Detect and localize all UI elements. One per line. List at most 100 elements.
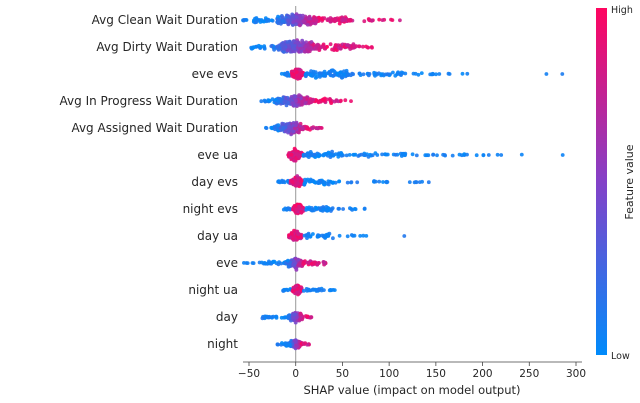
- shap-point: [324, 207, 329, 212]
- shap-point: [284, 71, 289, 76]
- shap-point: [356, 154, 361, 158]
- shap-point: [370, 153, 375, 158]
- shap-point: [305, 236, 309, 241]
- shap-point: [299, 71, 304, 76]
- shap-point: [362, 207, 367, 211]
- shap-point: [339, 98, 343, 103]
- shap-point: [259, 99, 264, 104]
- shap-point: [341, 207, 345, 211]
- shap-point: [312, 260, 317, 265]
- colorbar-title: Feature value: [623, 144, 636, 219]
- shap-point: [293, 43, 297, 48]
- shap-point: [284, 207, 289, 212]
- shap-point: [292, 263, 297, 267]
- shap-point: [322, 180, 327, 185]
- shap-point: [276, 18, 281, 22]
- shap-point: [283, 287, 288, 292]
- shap-point: [328, 42, 333, 47]
- shap-point: [303, 44, 308, 49]
- shap-point: [420, 179, 424, 184]
- shap-point: [391, 70, 395, 75]
- shap-point: [361, 44, 365, 49]
- shap-point: [290, 71, 294, 76]
- shap-point: [380, 152, 384, 157]
- shap-point: [257, 260, 262, 265]
- shap-point: [241, 18, 246, 23]
- shap-point: [297, 93, 301, 98]
- shap-point: [304, 125, 309, 129]
- shap-point: [281, 180, 285, 185]
- shap-point: [359, 152, 364, 157]
- shap-point: [292, 158, 296, 163]
- shap-point: [252, 45, 257, 50]
- shap-point: [306, 207, 310, 211]
- shap-point: [276, 123, 281, 128]
- shap-point: [320, 233, 325, 238]
- shap-point: [308, 150, 313, 154]
- shap-point: [351, 234, 355, 238]
- shap-point: [322, 261, 327, 266]
- shap-point: [345, 234, 350, 239]
- shap-point: [256, 43, 261, 48]
- shap-point: [344, 153, 349, 158]
- shap-point: [294, 22, 298, 27]
- shap-point: [349, 99, 353, 103]
- shap-point: [300, 102, 304, 107]
- shap-point: [315, 262, 320, 267]
- shap-point: [295, 344, 299, 349]
- feature-label: night evs: [183, 202, 238, 216]
- shap-point: [281, 125, 285, 130]
- shap-point: [317, 47, 322, 51]
- feature-label: Avg Clean Wait Duration: [92, 13, 238, 27]
- shap-point: [423, 153, 428, 158]
- shap-point: [305, 22, 310, 27]
- shap-point: [389, 17, 393, 22]
- shap-point: [322, 45, 326, 49]
- shap-point: [347, 153, 352, 157]
- shap-point: [287, 45, 292, 49]
- shap-point: [339, 73, 344, 77]
- shap-point: [313, 21, 318, 26]
- shap-point: [375, 153, 380, 157]
- feature-label: day evs: [191, 175, 238, 189]
- shap-point: [398, 18, 402, 23]
- shap-point: [290, 179, 295, 184]
- x-tick-label: 0: [292, 368, 299, 380]
- shap-point: [294, 12, 299, 16]
- shap-point: [310, 261, 314, 266]
- shap-point: [353, 152, 358, 157]
- feature-label: day: [216, 310, 238, 324]
- x-tick-label: 200: [473, 368, 493, 380]
- feature-label: eve ua: [197, 148, 238, 162]
- shap-point: [385, 152, 390, 157]
- shap-point: [329, 207, 334, 212]
- shap-point: [294, 152, 299, 157]
- shap-point: [282, 100, 287, 104]
- shap-point: [288, 97, 293, 102]
- shap-point: [311, 287, 316, 292]
- shap-point: [358, 234, 363, 238]
- shap-point: [263, 261, 268, 266]
- shap-point: [419, 71, 424, 75]
- shap-point: [337, 179, 341, 184]
- feature-label: Avg Assigned Wait Duration: [71, 121, 238, 135]
- shap-point: [291, 315, 296, 320]
- shap-point: [326, 182, 331, 187]
- shap-point: [311, 232, 315, 236]
- shap-point: [329, 18, 334, 22]
- shap-point: [325, 232, 330, 237]
- shap-point: [336, 206, 341, 211]
- shap-point: [416, 72, 421, 77]
- shap-point: [314, 126, 319, 131]
- shap-point: [269, 18, 274, 23]
- shap-point: [283, 96, 288, 101]
- shap-point: [294, 207, 299, 212]
- x-tick-label: −50: [238, 368, 260, 380]
- shap-point: [297, 74, 302, 79]
- x-tick-label: 250: [519, 368, 539, 380]
- shap-point: [313, 70, 318, 75]
- shap-point: [311, 42, 316, 47]
- shap-point: [332, 288, 337, 292]
- feature-label: day ua: [197, 229, 238, 243]
- shap-point: [333, 43, 338, 47]
